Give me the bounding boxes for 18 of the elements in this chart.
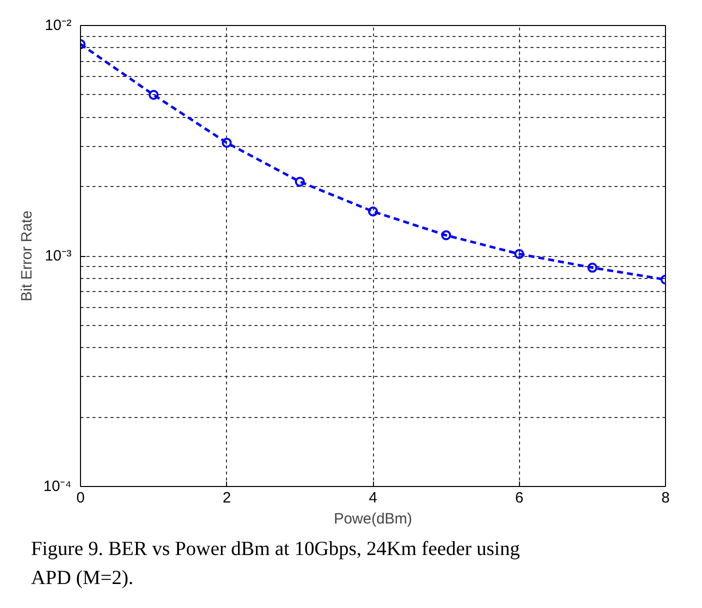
point [587, 262, 598, 273]
x-tick-label: 6 [515, 490, 524, 506]
caption: Figure 9. BER vs Power dBm at 10Gbps, 24Km feeder using APD (M=2). [31, 537, 521, 591]
y-tick-label: 10⁻³ [44, 248, 72, 264]
point [368, 206, 378, 216]
x-tick-label: 0 [76, 490, 85, 506]
point [222, 138, 232, 148]
point [294, 176, 305, 187]
point [148, 90, 159, 100]
x-tick-label: 8 [661, 490, 670, 506]
y-tick-label: 10⁻⁴ [43, 478, 72, 495]
y-tick-label: 10⁻² [44, 17, 72, 34]
x-axis-title: Powe(dBm) [334, 510, 412, 528]
y-axis-title: Bit Error Rate [18, 210, 36, 302]
x-tick-label: 4 [368, 490, 378, 506]
point [514, 249, 524, 260]
point [441, 230, 452, 240]
x-tick-label: 2 [222, 490, 231, 506]
